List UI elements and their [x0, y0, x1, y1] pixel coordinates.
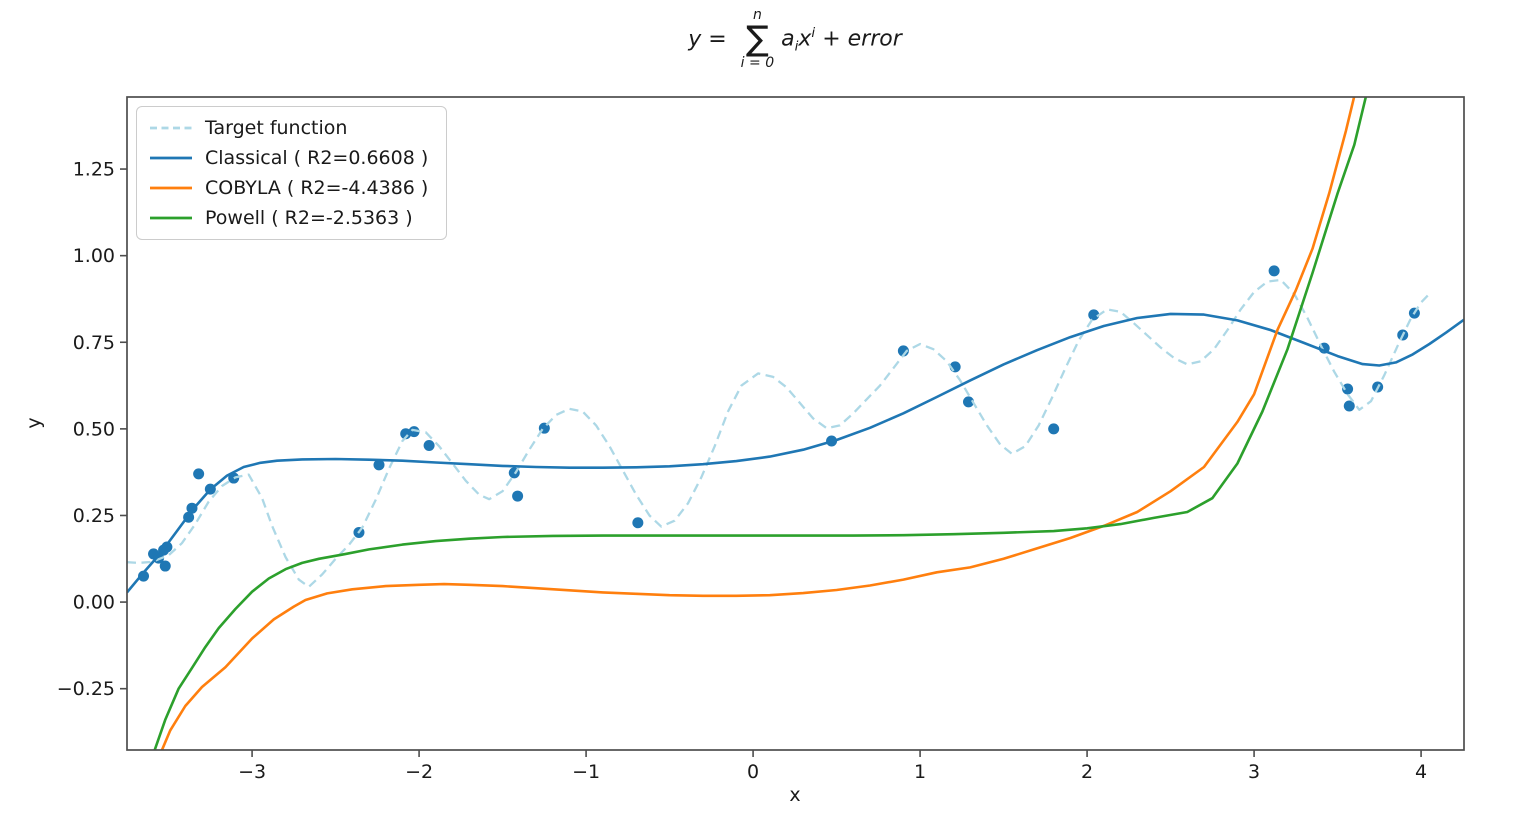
legend-line-swatch	[150, 126, 192, 130]
scatter-point	[1048, 423, 1060, 435]
sum-lower-limit: i = 0	[740, 54, 775, 71]
sum-symbol: n ∑ i = 0	[740, 7, 775, 71]
x-tick-label: 4	[1415, 761, 1427, 783]
scatter-point	[193, 468, 205, 480]
x-axis-label: x	[789, 784, 801, 806]
legend-label: COBYLA ( R2=-4.4386 )	[205, 177, 429, 199]
y-axis-label: y	[23, 417, 45, 429]
y-tick-label: 0.75	[73, 332, 115, 354]
series-classical	[127, 312, 1464, 594]
scatter-point	[1342, 383, 1354, 395]
scatter-point	[373, 459, 385, 471]
series-target	[127, 278, 1429, 588]
y-tick-label: 0.25	[73, 505, 115, 527]
scatter-point	[963, 396, 975, 408]
x-tick-label: 2	[1081, 761, 1093, 783]
y-tick-label: 0.50	[73, 418, 115, 440]
legend: Target function Classical ( R2=0.6608 ) CO…	[136, 106, 448, 240]
x-tick-label: −2	[405, 761, 433, 783]
scatter-point	[408, 426, 420, 438]
y-tick-label: −0.25	[57, 678, 115, 700]
scatter-point	[1343, 400, 1355, 412]
legend-label: Powell ( R2=-2.5363 )	[205, 207, 413, 229]
legend-entry: Target function	[149, 115, 428, 141]
legend-entry: Classical ( R2=0.6608 )	[149, 145, 428, 171]
scatter-point	[423, 439, 435, 451]
y-tick-label: 1.00	[73, 245, 115, 267]
scatter-point	[1268, 265, 1280, 277]
axes-frame	[126, 96, 1465, 751]
y-tick-label: 1.25	[73, 159, 115, 181]
legend-entry: Powell ( R2=-2.5363 )	[149, 205, 428, 231]
scatter-point	[512, 490, 524, 502]
axis-ticks: −3 −2 −1 0 1 2 3 4 −0.25 0.00 0.25 0.50 0.75 1.00 1.25	[57, 159, 1427, 783]
scatter-point	[159, 560, 171, 572]
y-tick-label: 0.00	[73, 592, 115, 614]
scatter-point	[400, 428, 412, 440]
series-powell	[153, 97, 1368, 750]
scatter-point	[632, 517, 644, 529]
x-tick-label: 0	[747, 761, 759, 783]
legend-line-swatch	[150, 186, 192, 190]
scatter-point	[138, 570, 150, 582]
x-tick-label: 3	[1248, 761, 1260, 783]
x-tick-label: 1	[914, 761, 926, 783]
scatter-point	[1088, 309, 1100, 321]
sum-upper-limit: n	[752, 7, 762, 23]
title-lhs: y =	[688, 27, 734, 53]
legend-line-swatch	[150, 156, 192, 160]
scatter-point	[897, 345, 909, 357]
title-rhs: aixi + error	[781, 24, 902, 55]
sigma-glyph: ∑	[745, 19, 769, 60]
chart-content	[127, 97, 1464, 750]
legend-entry: COBYLA ( R2=-4.4386 )	[149, 175, 428, 201]
legend-label: Target function	[205, 117, 348, 139]
legend-line-swatch	[150, 216, 192, 220]
series-cobyla	[160, 97, 1356, 750]
plot-title: y = n ∑ i = 0 aixi + error	[688, 7, 902, 71]
legend-label: Classical ( R2=0.6608 )	[205, 147, 429, 169]
x-tick-label: −3	[238, 761, 266, 783]
scatter-points	[138, 265, 1420, 582]
x-tick-label: −1	[572, 761, 600, 783]
